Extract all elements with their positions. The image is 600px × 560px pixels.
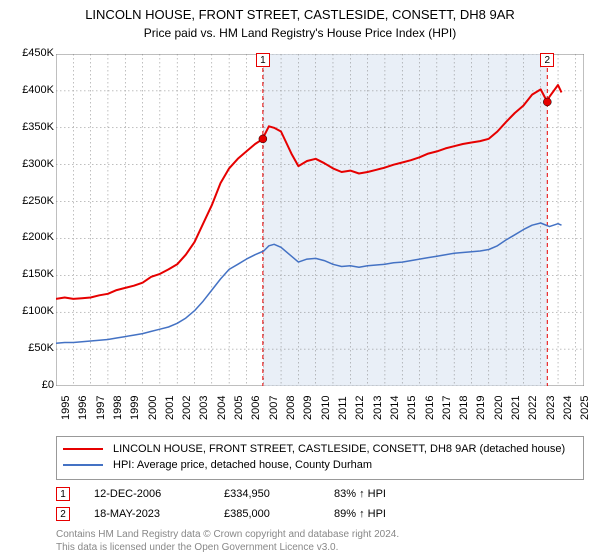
chart-container: LINCOLN HOUSE, FRONT STREET, CASTLESIDE,… (0, 0, 600, 560)
annotation-date-1: 12-DEC-2006 (94, 488, 224, 500)
footer-line2: This data is licensed under the Open Gov… (56, 541, 399, 554)
x-tick-label: 2002 (181, 396, 193, 420)
x-tick-label: 2021 (510, 396, 522, 420)
legend-swatch-series2 (63, 464, 103, 466)
footer: Contains HM Land Registry data © Crown c… (56, 528, 399, 554)
x-tick-label: 2010 (320, 396, 332, 420)
x-tick-label: 2020 (493, 396, 505, 420)
x-tick-label: 2014 (389, 396, 401, 420)
x-tick-label: 2009 (302, 396, 314, 420)
y-tick-label: £250K (4, 195, 54, 207)
x-tick-label: 2018 (458, 396, 470, 420)
chart-svg (56, 54, 584, 386)
marker-callout-1: 1 (256, 53, 270, 67)
annotation-date-2: 18-MAY-2023 (94, 508, 224, 520)
annotation-row-1: 1 12-DEC-2006 £334,950 83% ↑ HPI (56, 484, 444, 504)
x-tick-label: 1995 (60, 396, 72, 420)
y-tick-label: £450K (4, 47, 54, 59)
x-tick-label: 2019 (475, 396, 487, 420)
x-tick-label: 2007 (268, 396, 280, 420)
x-tick-label: 2023 (545, 396, 557, 420)
y-tick-label: £200K (4, 231, 54, 243)
annotation-pct-2: 89% ↑ HPI (334, 508, 444, 520)
annotation-price-1: £334,950 (224, 488, 334, 500)
marker-callout-2: 2 (540, 53, 554, 67)
x-tick-label: 2025 (579, 396, 591, 420)
x-tick-label: 2000 (147, 396, 159, 420)
x-tick-label: 1996 (77, 396, 89, 420)
x-tick-label: 1997 (95, 396, 107, 420)
annotation-row-2: 2 18-MAY-2023 £385,000 89% ↑ HPI (56, 504, 444, 524)
x-tick-label: 2005 (233, 396, 245, 420)
x-tick-label: 2013 (372, 396, 384, 420)
x-tick-label: 2017 (441, 396, 453, 420)
x-tick-label: 2008 (285, 396, 297, 420)
x-tick-label: 2004 (216, 396, 228, 420)
annotation-price-2: £385,000 (224, 508, 334, 520)
x-tick-label: 1998 (112, 396, 124, 420)
x-tick-label: 2022 (527, 396, 539, 420)
legend-swatch-series1 (63, 448, 103, 450)
y-tick-label: £50K (4, 342, 54, 354)
y-tick-label: £100K (4, 305, 54, 317)
x-tick-label: 2006 (250, 396, 262, 420)
legend: LINCOLN HOUSE, FRONT STREET, CASTLESIDE,… (56, 436, 584, 480)
legend-row-series2: HPI: Average price, detached house, Coun… (63, 457, 577, 473)
y-tick-label: £150K (4, 268, 54, 280)
x-tick-label: 2024 (562, 396, 574, 420)
x-tick-label: 2015 (406, 396, 418, 420)
x-tick-label: 2012 (354, 396, 366, 420)
plot-area (56, 54, 584, 386)
y-tick-label: £350K (4, 121, 54, 133)
legend-label-series2: HPI: Average price, detached house, Coun… (113, 459, 372, 471)
chart-subtitle: Price paid vs. HM Land Registry's House … (0, 24, 600, 40)
x-tick-label: 1999 (129, 396, 141, 420)
y-tick-label: £400K (4, 84, 54, 96)
footer-line1: Contains HM Land Registry data © Crown c… (56, 528, 399, 541)
legend-row-series1: LINCOLN HOUSE, FRONT STREET, CASTLESIDE,… (63, 441, 577, 457)
annotation-table: 1 12-DEC-2006 £334,950 83% ↑ HPI 2 18-MA… (56, 484, 444, 524)
legend-label-series1: LINCOLN HOUSE, FRONT STREET, CASTLESIDE,… (113, 443, 565, 455)
annotation-pct-1: 83% ↑ HPI (334, 488, 444, 500)
x-tick-label: 2011 (337, 396, 349, 420)
x-tick-label: 2001 (164, 396, 176, 420)
y-tick-label: £0 (4, 379, 54, 391)
x-tick-label: 2003 (198, 396, 210, 420)
x-tick-label: 2016 (424, 396, 436, 420)
annotation-marker-2: 2 (56, 507, 70, 521)
annotation-marker-1: 1 (56, 487, 70, 501)
chart-title: LINCOLN HOUSE, FRONT STREET, CASTLESIDE,… (0, 0, 600, 24)
y-tick-label: £300K (4, 158, 54, 170)
